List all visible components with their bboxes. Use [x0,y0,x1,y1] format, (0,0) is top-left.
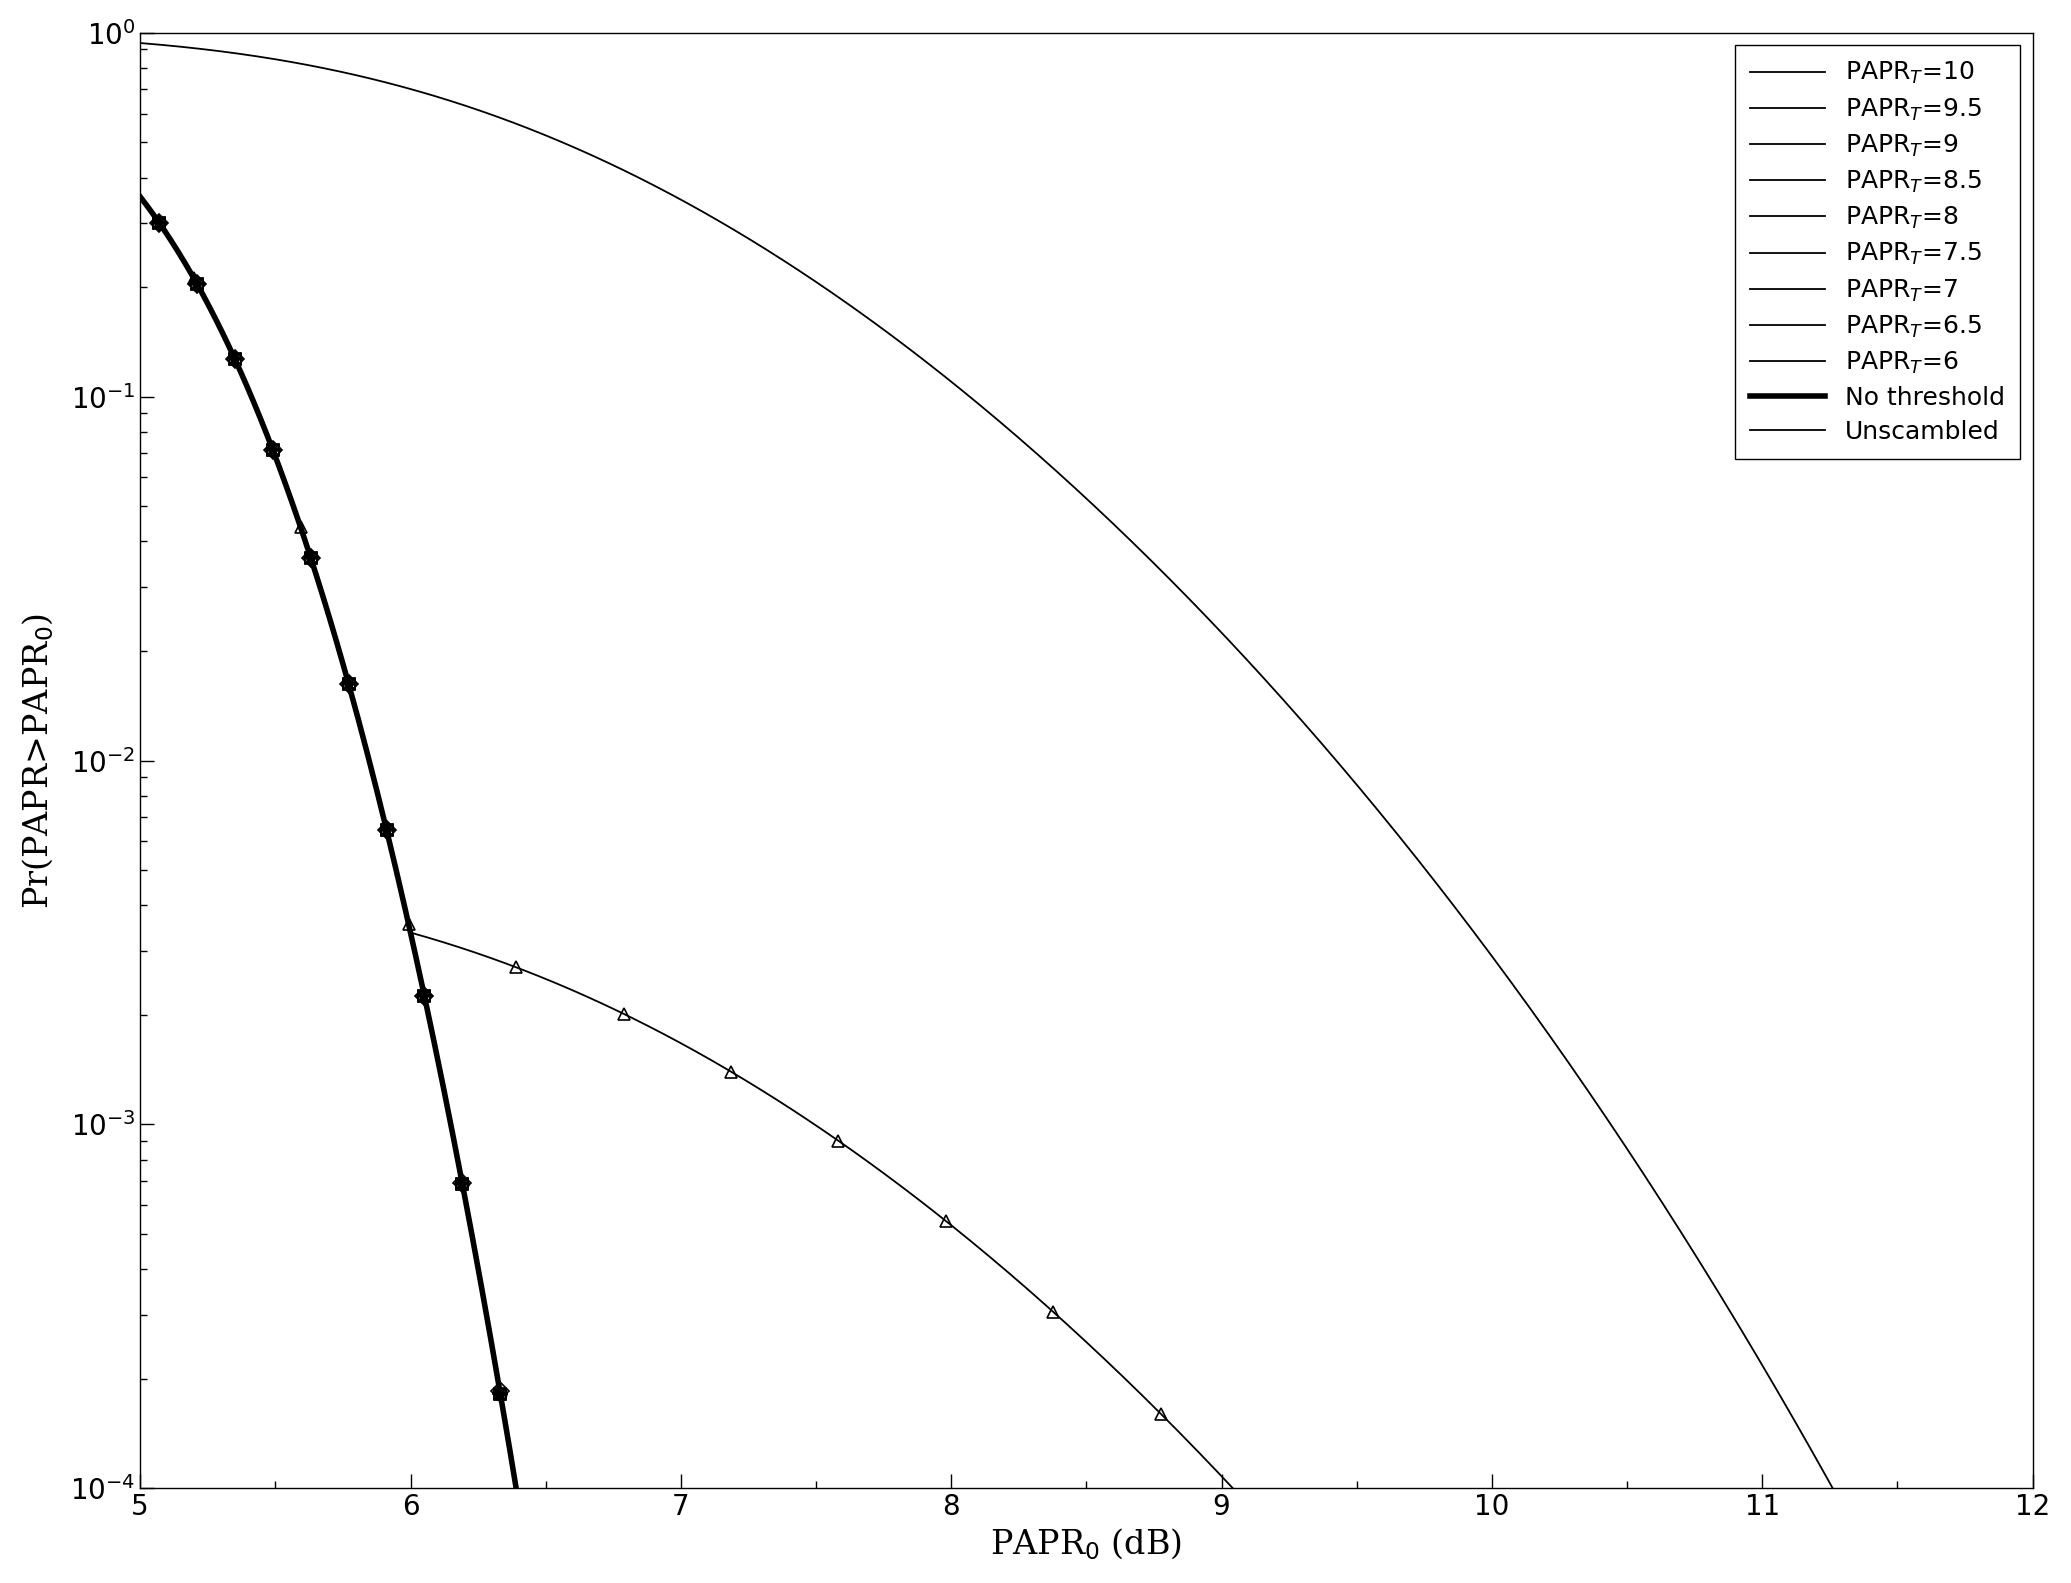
Line: No threshold: No threshold [141,196,2032,1583]
PAPR$_T$=6.5 [128,187,153,206]
PAPR$_T$=9 [128,187,153,206]
PAPR$_T$=7.5 [128,187,153,206]
Line: Unscambled: Unscambled [141,43,2032,1583]
Unscambled [615,161,640,180]
PAPR$_T$=7 [462,1243,487,1262]
No threshold [462,1243,487,1262]
PAPR$_T$=9.5 [462,1243,487,1262]
PAPR$_T$=6 [128,187,153,206]
Unscambled [1553,1048,1578,1067]
PAPR$_T$=7.5 [462,1243,487,1262]
PAPR$_T$=8 [462,1243,487,1262]
Line: PAPR$_T$=7: PAPR$_T$=7 [141,196,2032,1583]
PAPR$_T$=6 [462,943,487,962]
PAPR$_T$=8.5 [462,1243,487,1262]
PAPR$_T$=6.5 [462,1239,487,1258]
Line: PAPR$_T$=8.5: PAPR$_T$=8.5 [141,196,2032,1583]
PAPR$_T$=6 [984,1252,1009,1271]
Legend: PAPR$_T$=10, PAPR$_T$=9.5, PAPR$_T$=9, PAPR$_T$=8.5, PAPR$_T$=8, PAPR$_T$=7.5, P: PAPR$_T$=10, PAPR$_T$=9.5, PAPR$_T$=9, P… [1735,46,2019,459]
Y-axis label: Pr(PAPR>PAPR$_0$): Pr(PAPR>PAPR$_0$) [21,613,56,909]
X-axis label: PAPR$_0$ (dB): PAPR$_0$ (dB) [990,1526,1183,1562]
Line: PAPR$_T$=8: PAPR$_T$=8 [141,196,2032,1583]
PAPR$_T$=8 [128,187,153,206]
PAPR$_T$=7 [128,187,153,206]
PAPR$_T$=10 [462,1243,487,1262]
PAPR$_T$=6 [1243,1502,1267,1521]
Unscambled [1392,833,1417,852]
Unscambled [984,410,1009,429]
Line: PAPR$_T$=7.5: PAPR$_T$=7.5 [141,196,2032,1583]
Unscambled [1243,660,1267,679]
PAPR$_T$=8.5 [128,187,153,206]
Line: PAPR$_T$=6: PAPR$_T$=6 [141,196,2032,1583]
No threshold [128,187,153,206]
PAPR$_T$=6 [615,1005,640,1024]
Unscambled [462,100,487,119]
Unscambled [128,33,153,52]
Line: PAPR$_T$=9: PAPR$_T$=9 [141,196,2032,1583]
PAPR$_T$=9 [462,1243,487,1262]
Line: PAPR$_T$=6.5: PAPR$_T$=6.5 [141,196,2032,1583]
PAPR$_T$=9.5 [128,187,153,206]
Line: PAPR$_T$=10: PAPR$_T$=10 [141,196,2032,1583]
PAPR$_T$=10 [128,187,153,206]
Line: PAPR$_T$=9.5: PAPR$_T$=9.5 [141,196,2032,1583]
